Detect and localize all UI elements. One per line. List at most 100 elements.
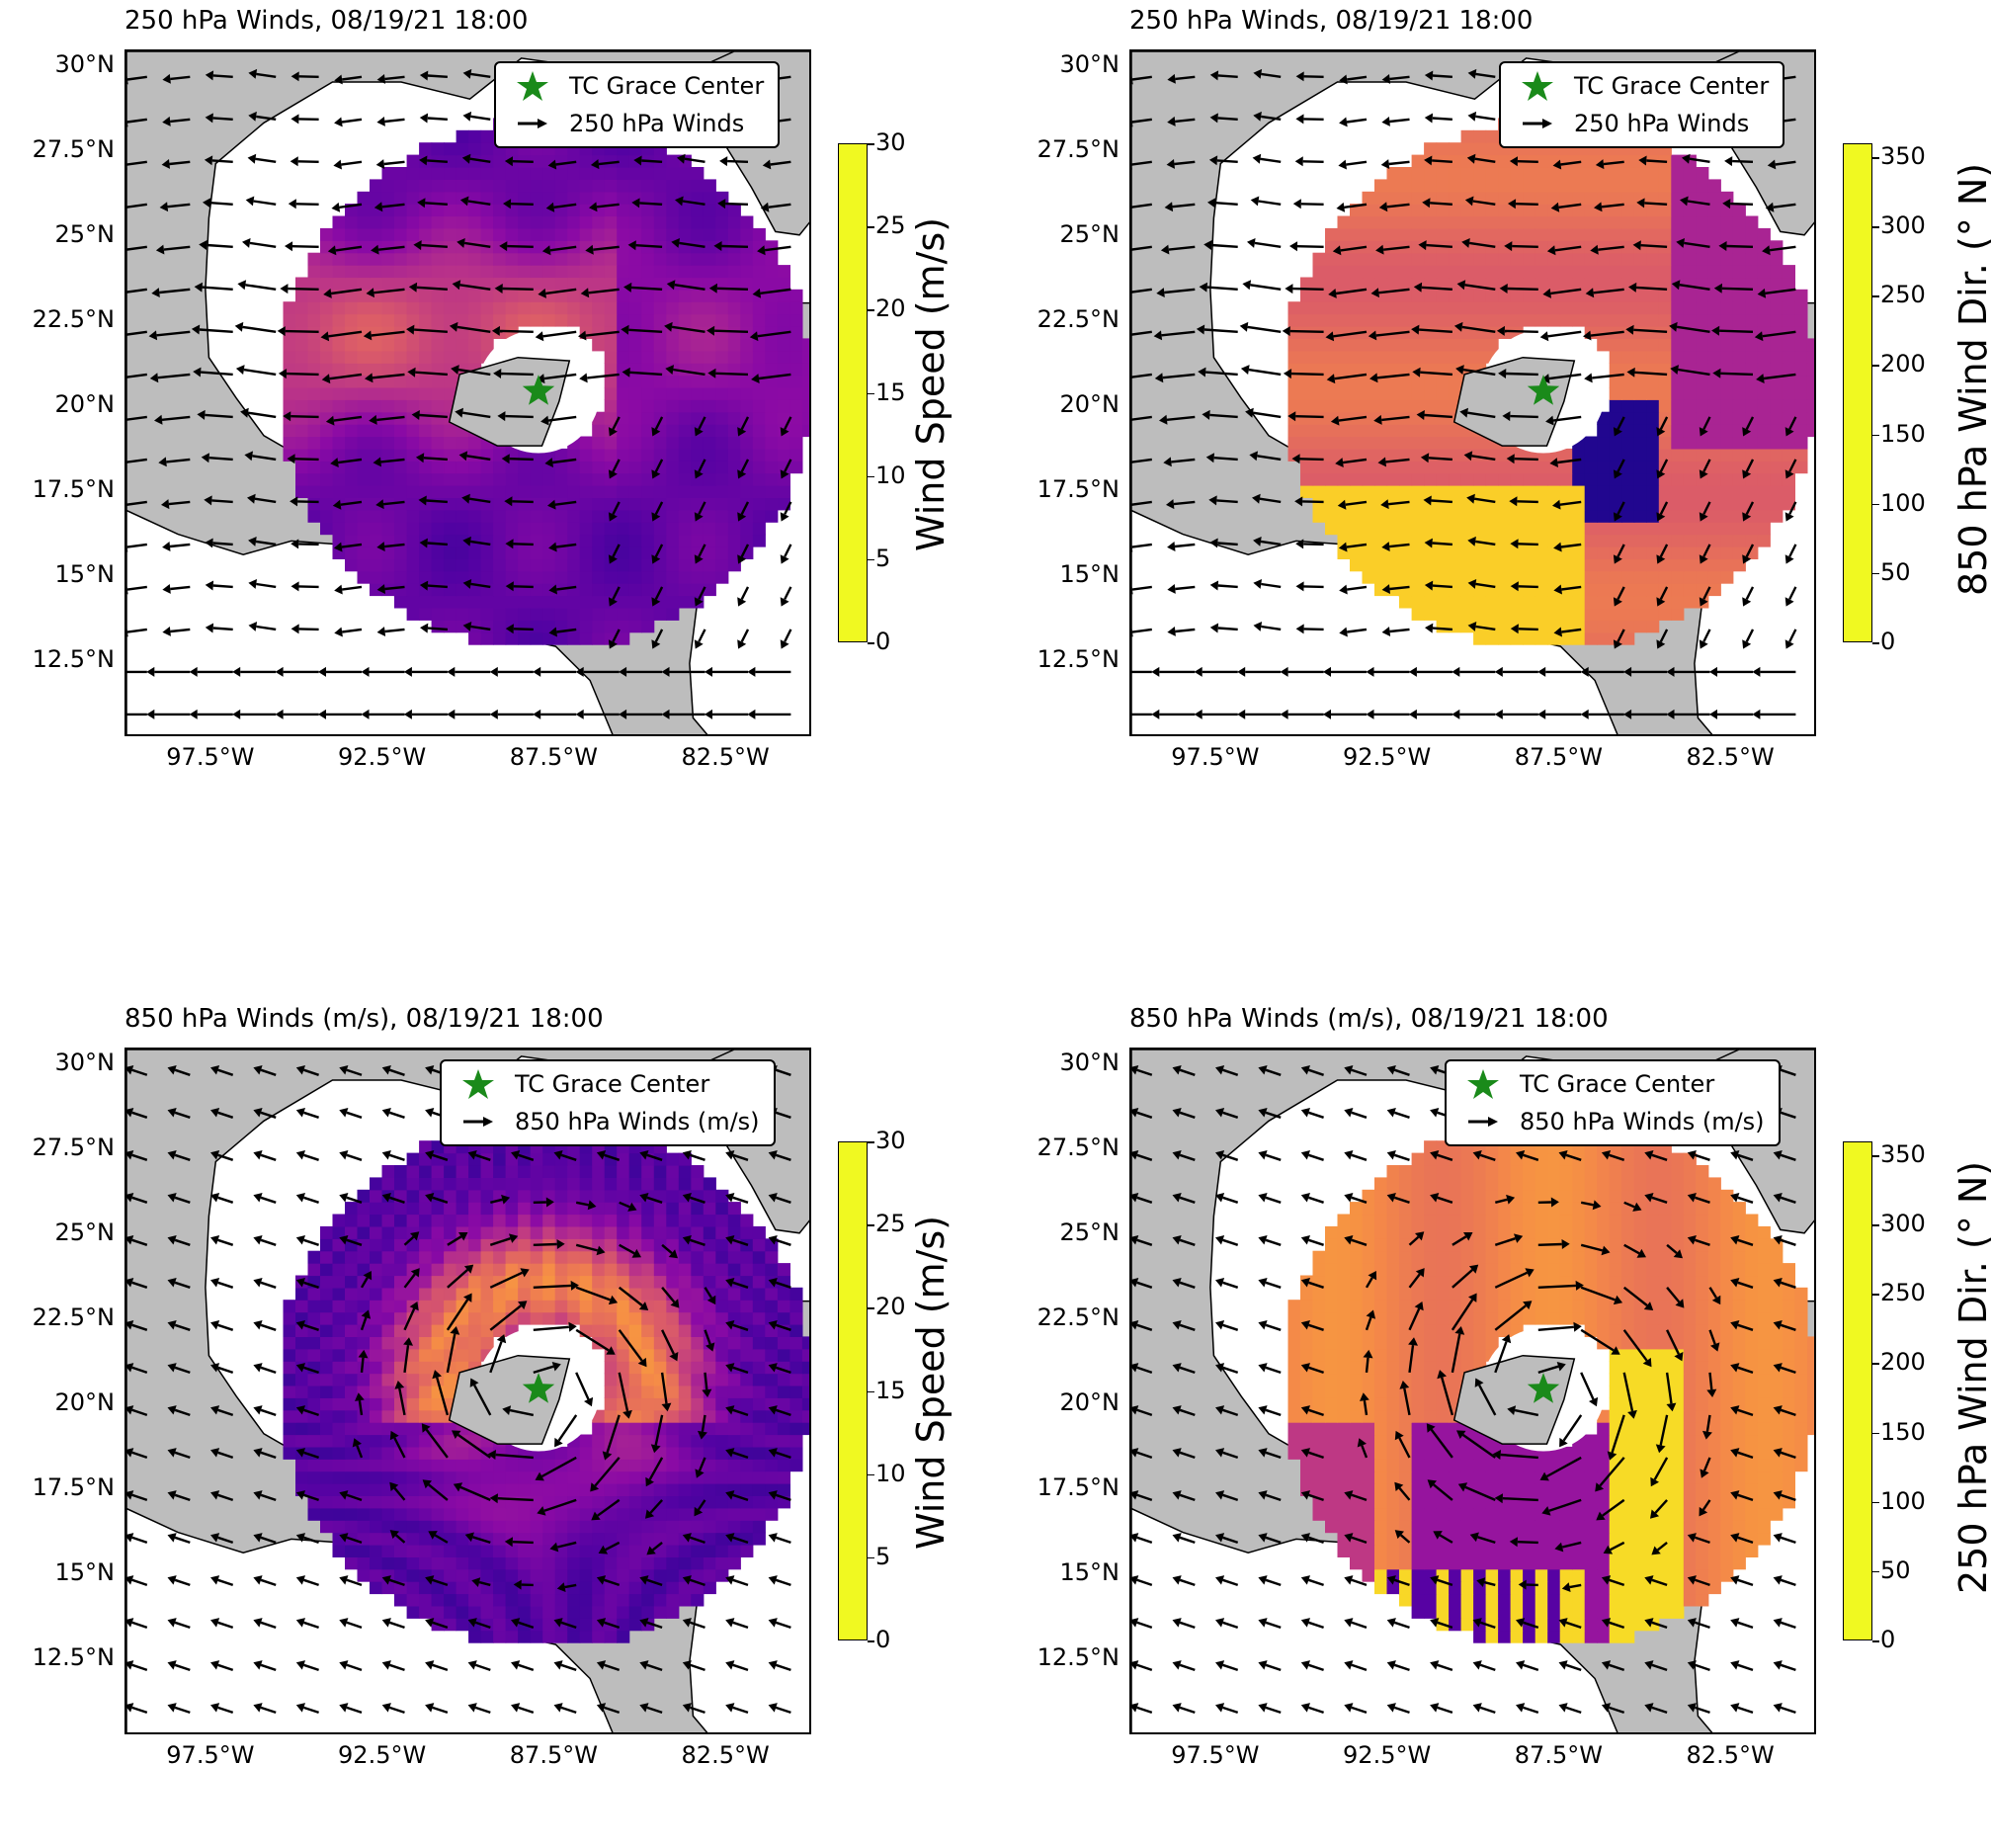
wind-arrow — [1738, 1580, 1753, 1585]
colorbar-tick-label: 200 — [1880, 1348, 1926, 1376]
wind-arrow — [299, 586, 319, 587]
wind-arrow — [510, 459, 534, 460]
wind-arrow-head — [719, 156, 727, 166]
lon-tick-label: 92.5°W — [313, 1741, 452, 1769]
wind-arrow-head — [246, 197, 255, 207]
wind-arrow — [1429, 458, 1452, 460]
colorbar-tick-label: 25 — [875, 211, 906, 239]
wind-arrow — [261, 1155, 276, 1160]
lat-tick-label: 12.5°N — [1011, 645, 1120, 673]
wind-arrow — [424, 458, 448, 460]
wind-arrow — [1291, 374, 1324, 375]
lon-tick-label: 97.5°W — [141, 743, 280, 771]
wind-arrow — [1304, 586, 1324, 587]
colorbar-tick — [1872, 435, 1879, 437]
wind-arrow — [218, 1198, 233, 1203]
colorbar-tick — [868, 226, 874, 228]
panel-250-speed: 250 hPa Winds, 08/19/21 18:00 TC Grace C… — [0, 0, 988, 850]
colorbar-tick-label: 100 — [1880, 489, 1926, 517]
wind-arrow — [248, 413, 276, 417]
colorbar-tick-label: 0 — [1880, 1626, 1895, 1653]
wind-arrow — [1517, 501, 1538, 502]
wind-arrow — [421, 245, 448, 247]
colorbar-tick — [868, 1141, 874, 1143]
wind-arrow — [714, 331, 748, 332]
lon-tick-label: 87.5°W — [484, 1741, 622, 1769]
wind-arrow-head — [278, 326, 286, 336]
map-plot — [126, 51, 811, 736]
wind-arrow — [1695, 1665, 1709, 1670]
wind-arrow — [1261, 159, 1282, 162]
wind-arrow — [218, 1283, 233, 1288]
wind-arrow — [1295, 416, 1323, 417]
colorbar-tick — [1872, 157, 1879, 159]
wind-arrow — [1747, 630, 1753, 642]
wind-arrow — [1646, 161, 1667, 162]
lon-tick-label: 97.5°W — [141, 1741, 280, 1769]
lat-tick-label: 15°N — [1011, 560, 1120, 588]
wind-arrow — [211, 500, 232, 502]
wind-arrow — [1732, 161, 1753, 162]
wind-arrow — [733, 1623, 748, 1628]
wind-arrow — [733, 1665, 748, 1670]
colorbar-tick — [868, 1391, 874, 1393]
wind-arrow — [362, 1358, 364, 1373]
wind-arrow — [717, 289, 748, 290]
wind-arrow-head — [290, 156, 298, 166]
lat-tick-label: 27.5°N — [1011, 1134, 1120, 1161]
wind-arrow — [776, 1538, 790, 1543]
wind-arrow — [261, 1368, 276, 1373]
lon-tick-label: 87.5°W — [1489, 743, 1627, 771]
wind-arrow — [1223, 1325, 1238, 1330]
colorbar-tick-label: 300 — [1880, 211, 1926, 239]
wind-arrow-head — [1752, 667, 1760, 677]
wind-arrow-head — [1709, 667, 1717, 677]
wind-arrow — [1722, 289, 1753, 290]
wind-arrow — [1389, 162, 1410, 164]
colorbar-tick — [1872, 226, 1879, 228]
wind-arrow — [1207, 288, 1238, 290]
wind-arrow — [288, 289, 318, 290]
wind-arrow-head — [334, 118, 343, 127]
wind-arrow-head — [1293, 199, 1301, 209]
colorbar-tick-label: 15 — [875, 378, 906, 406]
lat-tick-label: 22.5°N — [6, 1303, 115, 1331]
colorbar-tick — [868, 559, 874, 561]
lat-tick-label: 25°N — [6, 220, 115, 248]
legend-center-label: TC Grace Center — [569, 72, 764, 100]
lat-tick-label: 20°N — [6, 1388, 115, 1416]
colorbar-tick — [1872, 1224, 1879, 1226]
colorbar-tick-label: 20 — [875, 1293, 906, 1320]
wind-arrow-head — [376, 117, 385, 126]
wind-arrow-head — [747, 710, 755, 719]
wind-arrow — [303, 1155, 318, 1160]
wind-arrow — [1738, 1665, 1753, 1670]
wind-arrow — [512, 501, 534, 502]
wind-arrow — [1781, 1538, 1795, 1543]
colorbar-label: Wind Speed (m/s) — [909, 1215, 953, 1549]
lon-tick-label: 82.5°W — [1661, 1741, 1799, 1769]
wind-arrow-head — [285, 241, 292, 251]
wind-arrow — [1223, 1283, 1238, 1288]
lon-tick-label: 97.5°W — [1146, 1741, 1285, 1769]
wind-arrow — [1290, 331, 1324, 332]
colorbar-tick — [868, 1557, 874, 1559]
wind-arrow-head — [1709, 710, 1717, 719]
map-axes — [1129, 1048, 1816, 1734]
map-plot — [1131, 1050, 1816, 1734]
wind-arrow — [1259, 202, 1282, 205]
wind-arrow — [1308, 1240, 1323, 1245]
wind-arrow — [1218, 586, 1238, 587]
wind-arrow — [699, 630, 705, 642]
lon-tick-label: 97.5°W — [1146, 743, 1285, 771]
panel-250-direction: 850 hPa Winds (m/s), 08/19/21 18:00 TC G… — [1005, 998, 1991, 1848]
wind-arrow — [1394, 1113, 1409, 1118]
lon-tick-label: 92.5°W — [1318, 743, 1456, 771]
colorbar-tick — [1872, 1363, 1879, 1365]
wind-arrow — [254, 202, 277, 205]
colorbar-tick-label: 10 — [875, 1460, 906, 1487]
wind-arrow-head — [1338, 160, 1347, 170]
wind-arrow — [470, 117, 490, 120]
wind-arrow — [1510, 416, 1537, 417]
wind-arrow-head — [705, 667, 712, 677]
